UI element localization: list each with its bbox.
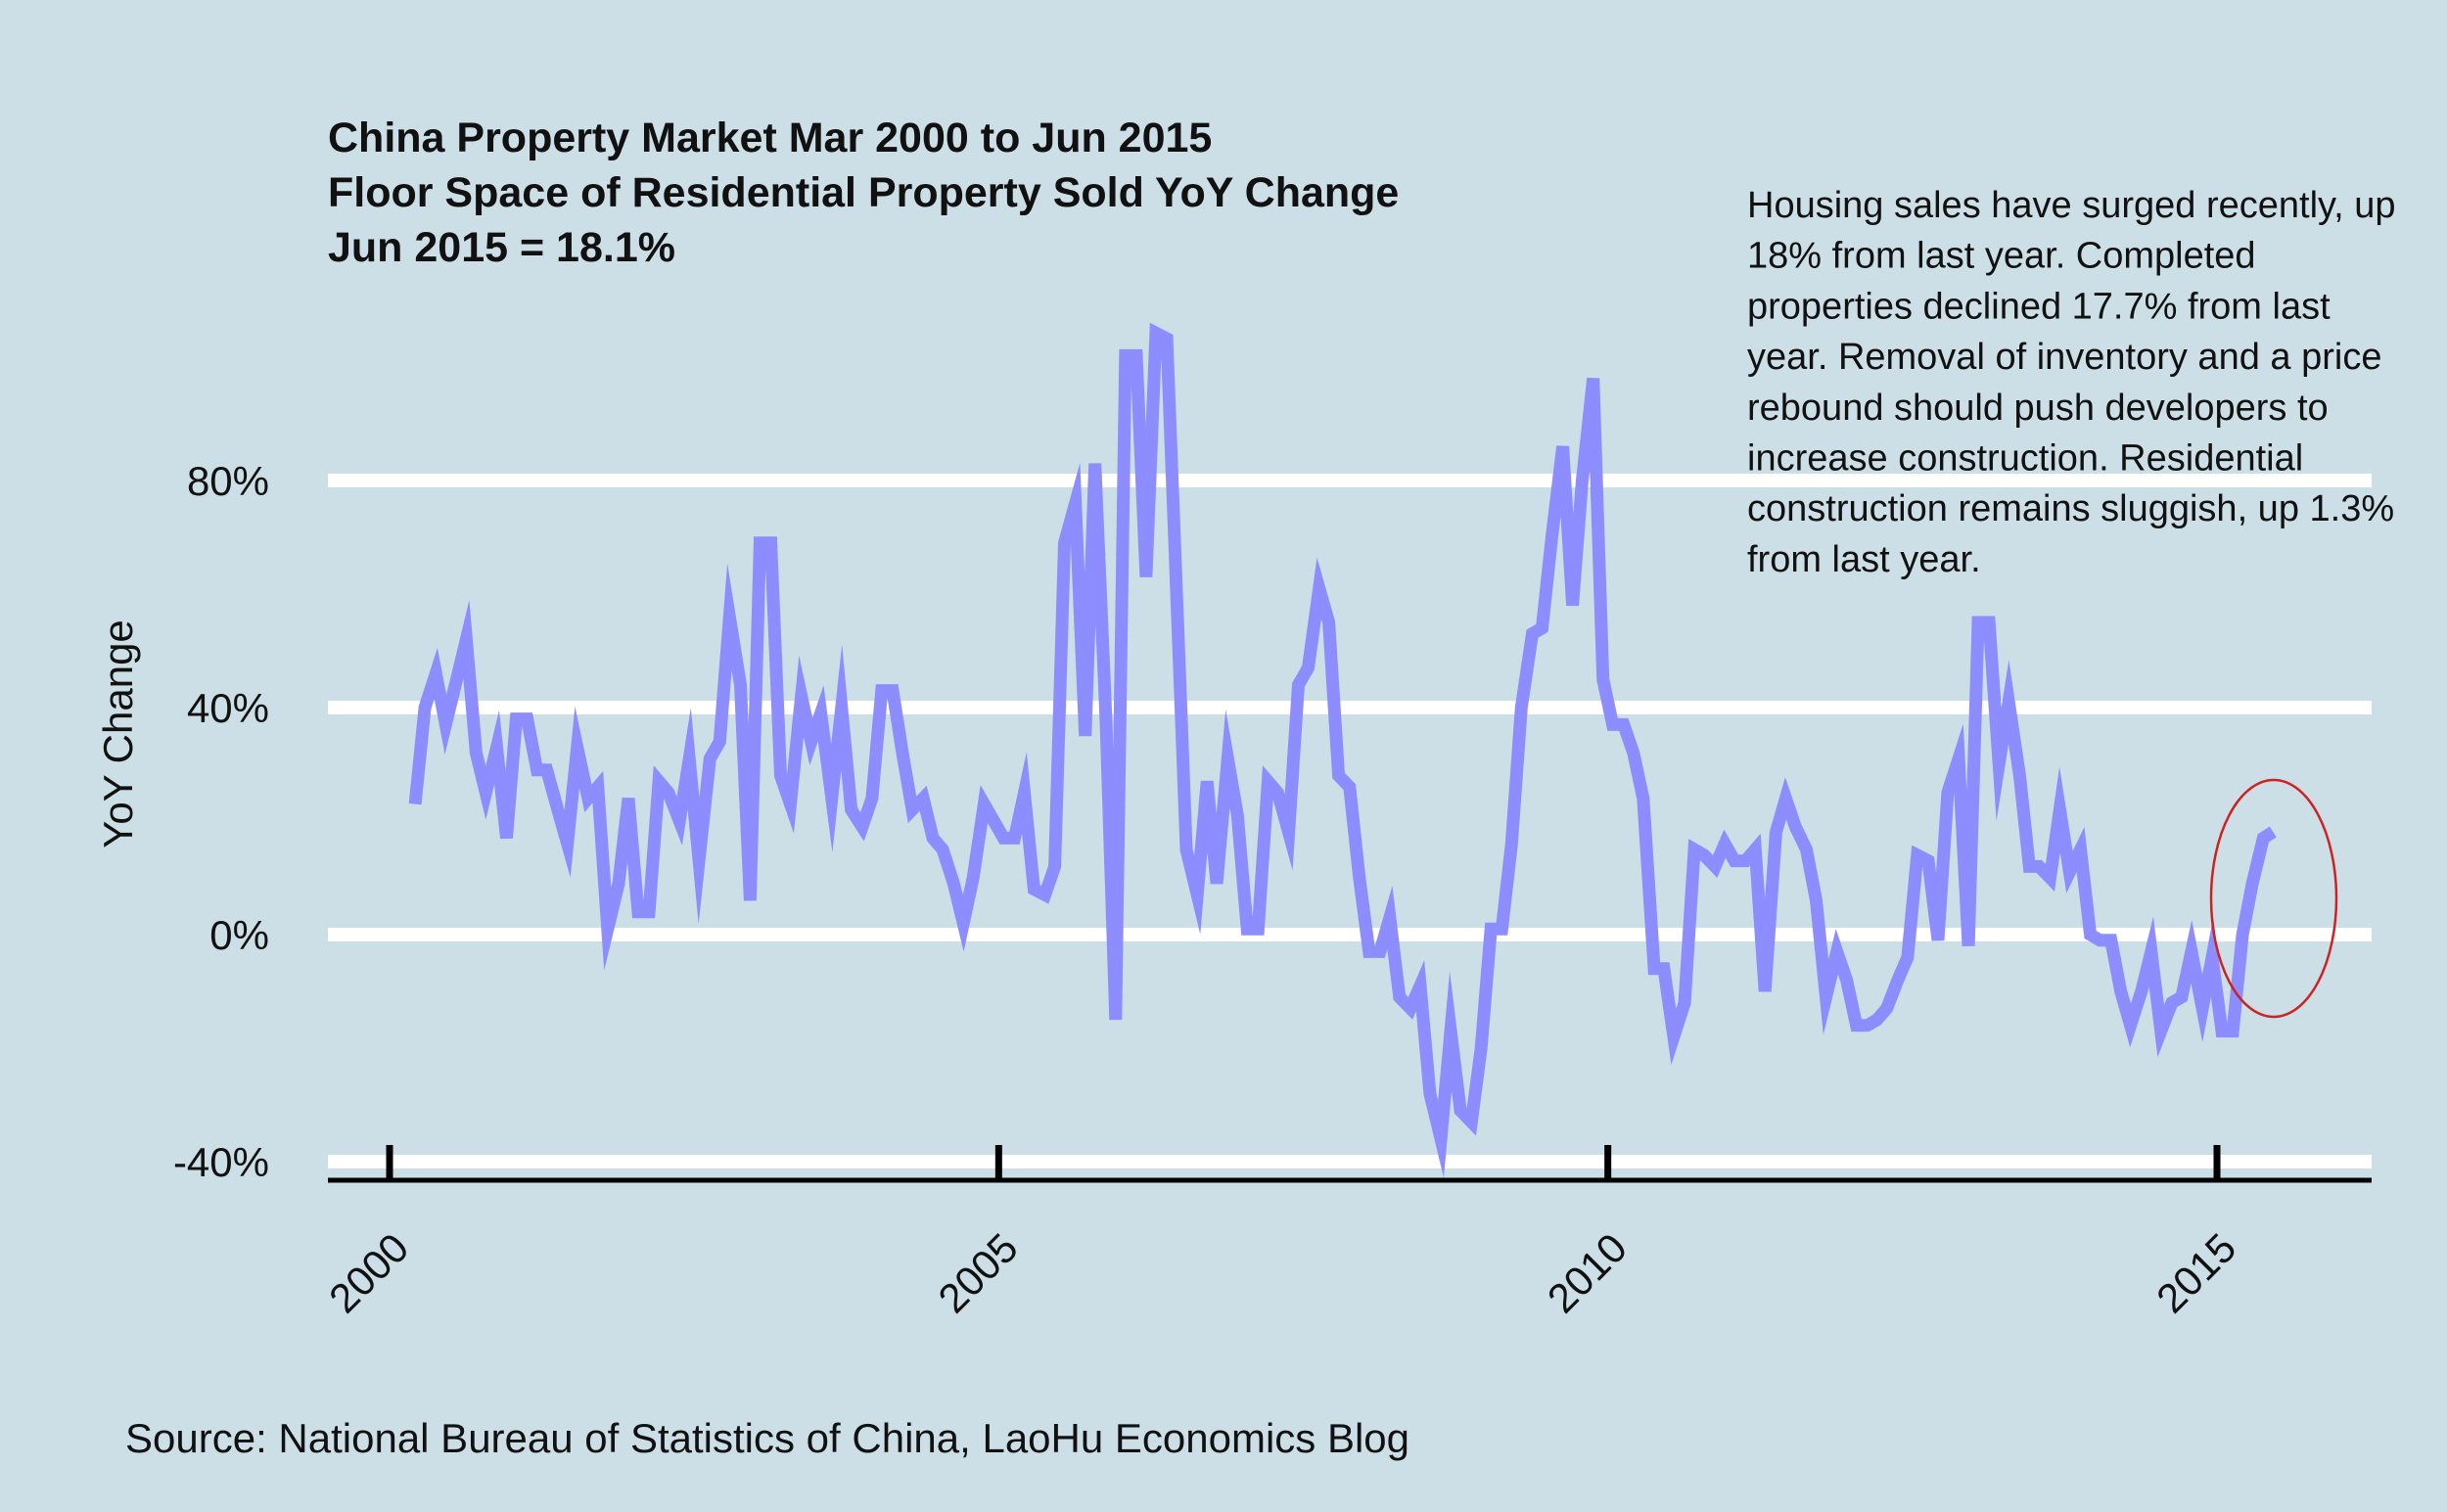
annotation-line: rebound should push developers to xyxy=(1747,388,2329,429)
y-tick-label: -40% xyxy=(173,1139,269,1185)
x-tick-label: 2010 xyxy=(1539,1224,1636,1321)
annotation-line: year. Removal of inventory and a price xyxy=(1747,337,2381,378)
highlight-ellipse xyxy=(2209,778,2338,1019)
x-tick-label: 2005 xyxy=(929,1224,1026,1321)
y-tick-label: 40% xyxy=(187,685,269,731)
y-axis-label: YoY Change xyxy=(95,619,141,848)
annotation-text: Housing sales have surged recently, up 18… xyxy=(1747,185,2396,580)
annotation-line: properties declined 17.7% from last xyxy=(1747,286,2331,327)
y-axis-ticks: -40% 0% 40% 80% xyxy=(173,458,269,1185)
series-line xyxy=(408,322,2277,1178)
annotation-line: Housing sales have surged recently, up xyxy=(1747,185,2396,226)
chart-title: China Property Market Mar 2000 to Jun 20… xyxy=(328,115,1399,271)
series-layer xyxy=(408,322,2338,1178)
x-axis-tick-labels: 2000 2005 2010 2015 xyxy=(320,1224,2244,1321)
title-line: Jun 2015 = 18.1% xyxy=(328,224,675,271)
y-tick-label: 0% xyxy=(209,912,269,958)
title-line: China Property Market Mar 2000 to Jun 20… xyxy=(328,115,1212,161)
title-line: Floor Space of Residential Property Sold… xyxy=(328,169,1399,216)
x-tick-label: 2015 xyxy=(2147,1224,2244,1321)
annotation-line: 18% from last year. Completed xyxy=(1747,236,2256,277)
y-tick-label: 80% xyxy=(187,458,269,504)
x-axis xyxy=(328,1145,2372,1183)
annotation-line: construction remains sluggish, up 1.3% xyxy=(1747,488,2394,529)
annotation-line: increase construction. Residential xyxy=(1747,438,2303,480)
annotation-line: from last year. xyxy=(1747,539,1981,580)
gridlines xyxy=(328,474,2372,1168)
x-tick-label: 2000 xyxy=(320,1224,417,1321)
source-note: Source: National Bureau of Statistics of… xyxy=(125,1415,1409,1461)
